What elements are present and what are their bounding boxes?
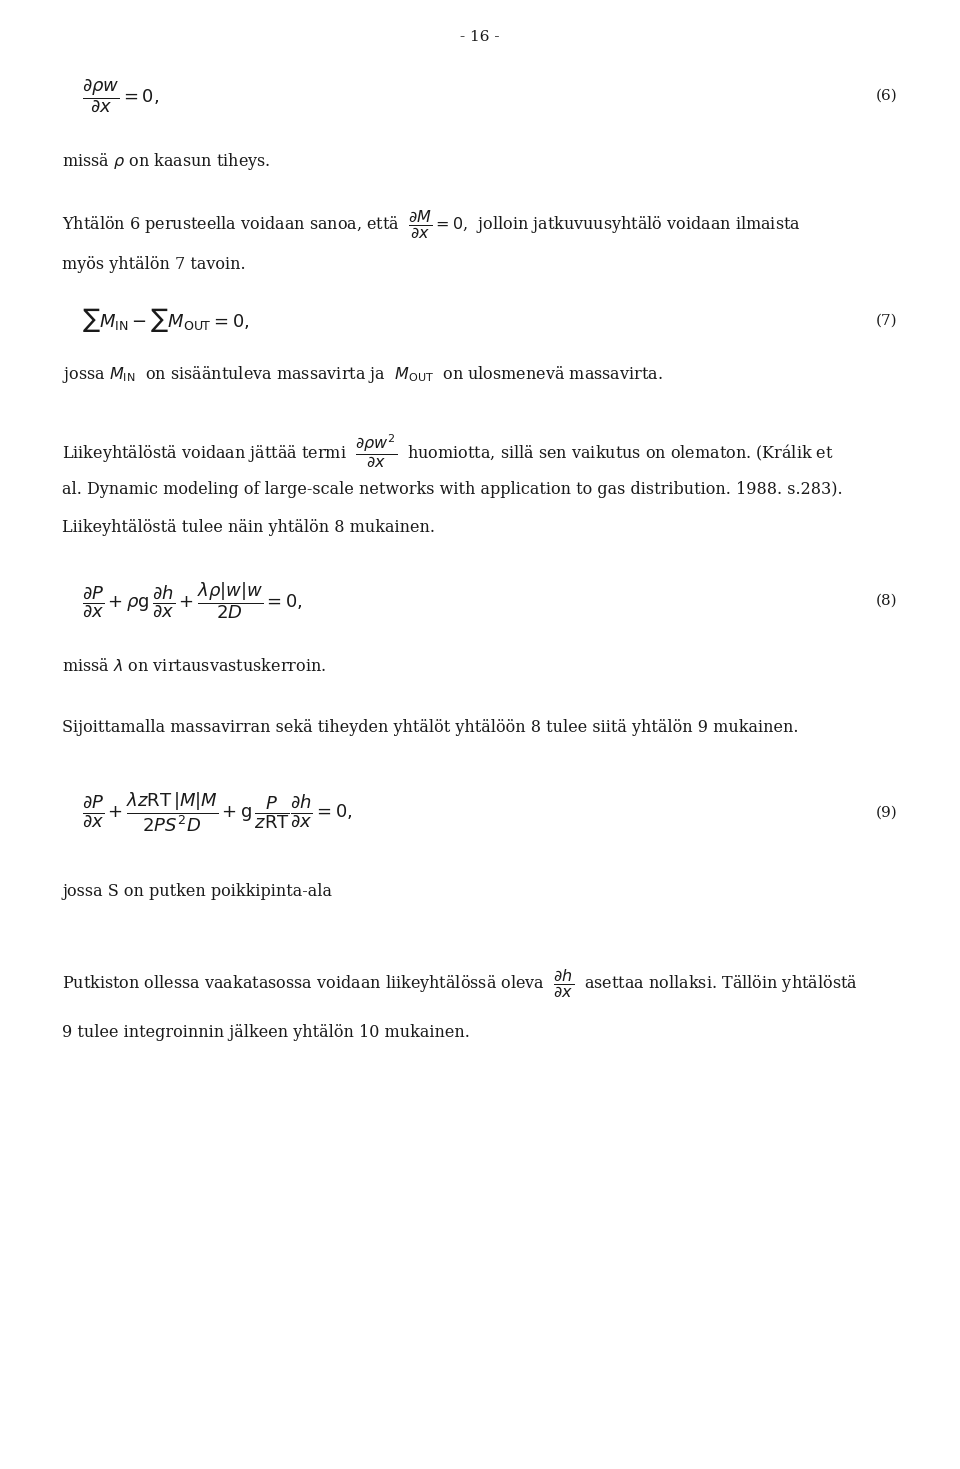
Text: $\dfrac{\partial P}{\partial x} + \rho \mathrm{g}\,\dfrac{\partial h}{\partial x: $\dfrac{\partial P}{\partial x} + \rho \…	[82, 580, 302, 621]
Text: $\dfrac{\partial \rho w}{\partial x} = 0,$: $\dfrac{\partial \rho w}{\partial x} = 0…	[82, 76, 158, 115]
Text: Liikeyhtälöstä voidaan jättää termi  $\dfrac{\partial \rho w^2}{\partial x}$  hu: Liikeyhtälöstä voidaan jättää termi $\df…	[62, 433, 834, 469]
Text: $\dfrac{\partial P}{\partial x} + \dfrac{\lambda z\mathrm{RT}\,|M|M}{2PS^{2}D} +: $\dfrac{\partial P}{\partial x} + \dfrac…	[82, 790, 352, 834]
Text: (6): (6)	[876, 88, 898, 103]
Text: $\sum M_{\mathrm{IN}} - \sum M_{\mathrm{OUT}} = 0,$: $\sum M_{\mathrm{IN}} - \sum M_{\mathrm{…	[82, 306, 250, 335]
Text: Putkiston ollessa vaakatasossa voidaan liikeyhtälössä oleva  $\dfrac{\partial h}: Putkiston ollessa vaakatasossa voidaan l…	[62, 968, 858, 1000]
Text: (9): (9)	[876, 805, 898, 820]
Text: al. Dynamic modeling of large-scale networks with application to gas distributio: al. Dynamic modeling of large-scale netw…	[62, 480, 843, 498]
Text: Liikeyhtälöstä tulee näin yhtälön 8 mukainen.: Liikeyhtälöstä tulee näin yhtälön 8 muka…	[62, 519, 436, 536]
Text: - 16 -: - 16 -	[460, 31, 500, 44]
Text: myös yhtälön 7 tavoin.: myös yhtälön 7 tavoin.	[62, 256, 246, 273]
Text: jossa $M_{\mathrm{IN}}$  on sisääntuleva massavirta ja  $M_{\mathrm{OUT}}$  on u: jossa $M_{\mathrm{IN}}$ on sisääntuleva …	[62, 364, 663, 385]
Text: 9 tulee integroinnin jälkeen yhtälön 10 mukainen.: 9 tulee integroinnin jälkeen yhtälön 10 …	[62, 1024, 470, 1042]
Text: jossa S on putken poikkipinta-ala: jossa S on putken poikkipinta-ala	[62, 883, 332, 900]
Text: (7): (7)	[876, 313, 898, 328]
Text: Yhtälön 6 perusteella voidaan sanoa, että  $\dfrac{\partial M}{\partial x} = 0$,: Yhtälön 6 perusteella voidaan sanoa, ett…	[62, 209, 802, 241]
Text: (8): (8)	[876, 593, 898, 608]
Text: Sijoittamalla massavirran sekä tiheyden yhtälöt yhtälöön 8 tulee siitä yhtälön 9: Sijoittamalla massavirran sekä tiheyden …	[62, 718, 799, 736]
Text: missä $\lambda$ on virtausvastuskerroin.: missä $\lambda$ on virtausvastuskerroin.	[62, 658, 326, 676]
Text: missä $\rho$ on kaasun tiheys.: missä $\rho$ on kaasun tiheys.	[62, 151, 271, 172]
